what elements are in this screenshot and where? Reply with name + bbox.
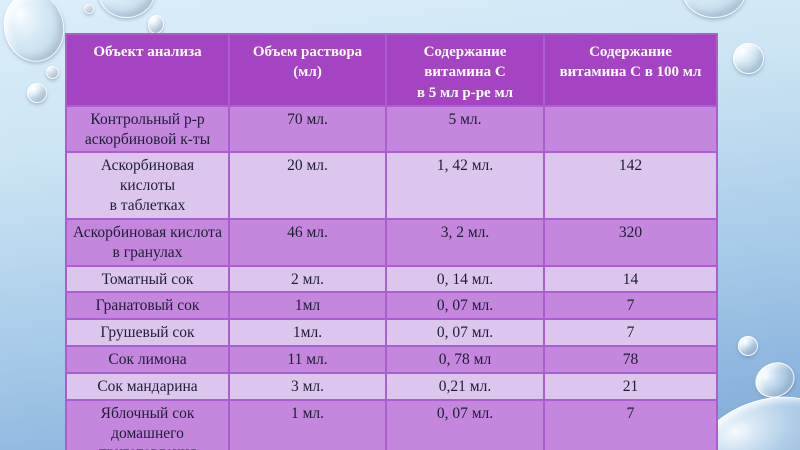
table-cell: 1 мл. <box>228 398 387 450</box>
bubble-decoration <box>84 4 94 14</box>
table-cell: 320 <box>543 217 718 267</box>
bubble-decoration <box>733 43 764 74</box>
table-row: Аскорбиновая кислота в гранулах 46 мл. 3… <box>65 217 718 267</box>
table-row: Аскорбиновая кислоты в таблетках 20 мл. … <box>65 151 718 220</box>
table-cell: Аскорбиновая кислота в гранулах <box>65 217 230 267</box>
table-cell: 0, 07 мл. <box>385 291 545 321</box>
table-row: Сок лимона 11 мл. 0, 78 мл 78 <box>65 345 718 374</box>
bubble-decoration <box>0 0 71 68</box>
column-header-volume: Объем раствора (мл) <box>228 33 387 107</box>
table-cell: 7 <box>543 291 718 321</box>
bubble-decoration <box>738 336 758 356</box>
table-cell: 70 мл. <box>228 104 387 154</box>
table-cell: 1мл. <box>228 318 387 348</box>
table-cell: 46 мл. <box>228 217 387 267</box>
table-row: Яблочный сок домашнего приготовления 1 м… <box>65 398 718 450</box>
vitamin-c-analysis-table: Объект анализа Объем раствора (мл) Содер… <box>65 33 718 450</box>
table-cell: 0,21 мл. <box>385 371 545 401</box>
table-cell: Сок лимона <box>65 345 230 374</box>
table-cell: 3 мл. <box>228 371 387 401</box>
table-cell: 78 <box>543 345 718 374</box>
table-cell: Аскорбиновая кислоты в таблетках <box>65 151 230 220</box>
bubble-decoration <box>27 83 47 103</box>
table-cell: 7 <box>543 318 718 348</box>
table-cell: Контрольный р-р аскорбиновой к-ты <box>65 104 230 154</box>
table-row: Томатный сок 2 мл. 0, 14 мл. 14 <box>65 264 718 294</box>
table-cell: 142 <box>543 151 718 220</box>
table-cell: Грушевый сок <box>65 318 230 348</box>
table-cell: Сок мандарина <box>65 371 230 401</box>
column-header-object: Объект анализа <box>65 33 230 107</box>
table-cell: 21 <box>543 371 718 401</box>
table-cell: 1мл <box>228 291 387 321</box>
column-header-vitamin-per-100ml: Содержание витамина С в 100 мл <box>543 33 718 107</box>
table-cell: 1, 42 мл. <box>385 151 545 220</box>
bubble-decoration <box>682 0 746 18</box>
table-row: Сок мандарина 3 мл. 0,21 мл. 21 <box>65 371 718 401</box>
table-cell: 0, 14 мл. <box>385 264 545 294</box>
table-cell: 0, 07 мл. <box>385 398 545 450</box>
table-cell: 3, 2 мл. <box>385 217 545 267</box>
table-cell: Томатный сок <box>65 264 230 294</box>
table-cell: Яблочный сок домашнего приготовления <box>65 398 230 450</box>
table-cell: 0, 78 мл <box>385 345 545 374</box>
table-cell: 0, 07 мл. <box>385 318 545 348</box>
bubble-decoration <box>98 0 155 18</box>
table-cell: 20 мл. <box>228 151 387 220</box>
table-header-row: Объект анализа Объем раствора (мл) Содер… <box>65 33 718 107</box>
column-header-vitamin-per-5ml: Содержание витамина С в 5 мл р-ре мл <box>385 33 545 107</box>
table-row: Контрольный р-р аскорбиновой к-ты 70 мл.… <box>65 104 718 154</box>
table-cell: 14 <box>543 264 718 294</box>
table-cell: 5 мл. <box>385 104 545 154</box>
bubble-decoration <box>46 66 59 79</box>
table-cell: Гранатовый сок <box>65 291 230 321</box>
table-row: Гранатовый сок 1мл 0, 07 мл. 7 <box>65 291 718 321</box>
table-cell: 2 мл. <box>228 264 387 294</box>
table-cell <box>543 104 718 154</box>
table-row: Грушевый сок 1мл. 0, 07 мл. 7 <box>65 318 718 348</box>
table-cell: 11 мл. <box>228 345 387 374</box>
table-cell: 7 <box>543 398 718 450</box>
